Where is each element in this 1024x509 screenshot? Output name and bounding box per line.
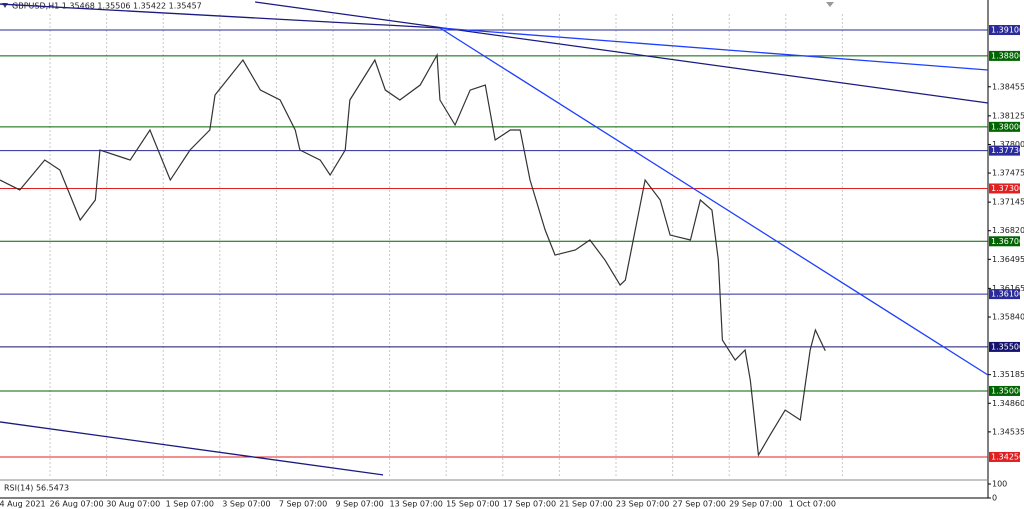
x-tick-label: 9 Sep 07:00 [335,500,383,509]
x-tick-label: 7 Sep 07:00 [279,500,327,509]
y-tick-label: 1.38125 [992,111,1024,120]
x-tick-label: 23 Sep 07:00 [616,500,669,509]
scroll-marker [826,2,834,7]
level-label: 1.38806 [991,51,1024,60]
y-tick-label: 1.37145 [992,198,1024,207]
y-tick-label: 1.36820 [992,226,1024,235]
trend-line [0,421,384,476]
trend-line [439,27,989,376]
y-tick-label: 1.35185 [992,370,1024,379]
y-tick-label: 1.34535 [992,427,1024,436]
level-label: 1.39100 [991,26,1024,35]
level-label-box [989,385,1020,396]
y-tick-label: 1.34860 [992,399,1024,408]
x-tick-label: 1 Oct 07:00 [789,500,836,509]
level-label-box [989,145,1020,156]
trend-line [255,1,989,104]
y-tick-label: 1.37800 [992,140,1024,149]
x-tick-label: 27 Sep 07:00 [672,500,725,509]
level-label-box [989,236,1020,247]
level-label-box [989,341,1020,352]
chart-title: GBPUSD,H1 1.35468 1.35506 1.35422 1.3545… [12,2,202,11]
level-label: 1.35500 [991,342,1024,351]
x-tick-label: 13 Sep 07:00 [389,500,442,509]
rsi-tick-label: 0 [992,494,997,503]
x-tick-label: 3 Sep 07:00 [222,500,270,509]
y-tick-label: 1.38455 [992,82,1024,91]
level-label-box [989,451,1020,462]
level-label: 1.36100 [991,290,1024,299]
x-tick-label: 1 Sep 07:00 [166,500,214,509]
level-label-box [989,183,1020,194]
y-tick-label: 1.36495 [992,255,1024,264]
x-tick-label: 21 Sep 07:00 [559,500,612,509]
level-label-box [989,121,1020,132]
level-label-box [989,289,1020,300]
level-label: 1.37730 [991,146,1024,155]
rsi-label: RSI(14) 56.5473 [4,484,69,493]
rsi-tick-label: 100 [992,480,1007,489]
x-tick-label: 24 Aug 2021 [0,500,46,509]
trend-line [439,27,989,71]
level-label: 1.38000 [991,122,1024,131]
trend-line [0,3,440,29]
price-line [0,52,826,457]
x-tick-label: 29 Sep 07:00 [729,500,782,509]
level-label: 1.34250 [991,452,1024,461]
level-label: 1.37300 [991,184,1024,193]
y-tick-label: 1.35840 [992,312,1024,321]
level-label: 1.35000 [991,386,1024,395]
x-tick-label: 15 Sep 07:00 [446,500,499,509]
y-tick-label: 1.36165 [992,284,1024,293]
x-tick-label: 26 Aug 07:00 [50,500,104,509]
x-tick-label: 17 Sep 07:00 [503,500,556,509]
level-label-box [989,50,1020,61]
y-tick-label: 1.37475 [992,169,1024,178]
level-label-box [989,25,1020,36]
x-tick-label: 30 Aug 07:00 [106,500,160,509]
level-label: 1.36700 [991,237,1024,246]
